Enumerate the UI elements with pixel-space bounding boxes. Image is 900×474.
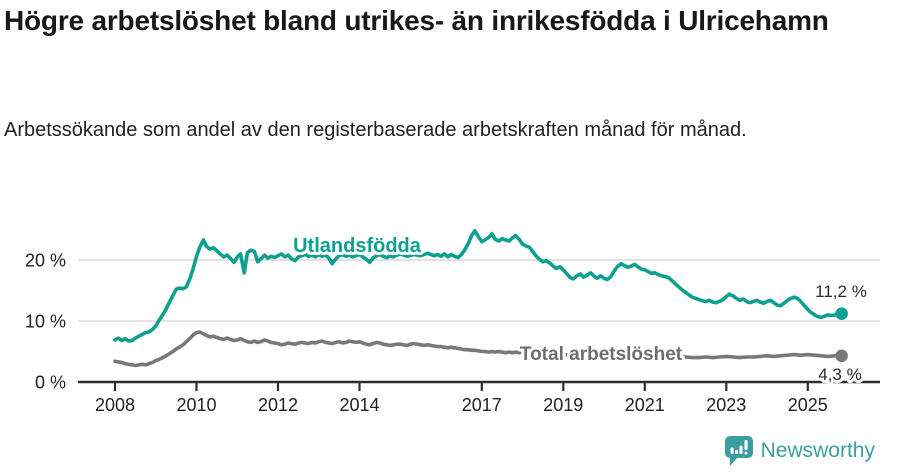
series-inline-label-total-arbetsloshet: Total arbetslöshet bbox=[520, 344, 683, 365]
series-line-total-arbetsloshet bbox=[113, 330, 844, 368]
series-line-utlandsfodda bbox=[113, 228, 844, 343]
x-axis-label: 2008 bbox=[95, 395, 135, 415]
series-end-dot-total-arbetsloshet bbox=[835, 349, 848, 363]
newsworthy-logo: Newsworthy bbox=[724, 435, 875, 467]
series-end-value-utlandsfodda: 11,2 % bbox=[815, 282, 867, 301]
newsworthy-icon bbox=[724, 436, 753, 466]
x-axis-label: 2023 bbox=[706, 395, 746, 415]
y-axis-label: 10 % bbox=[25, 312, 66, 332]
x-axis-label: 2014 bbox=[339, 395, 379, 415]
x-axis-label: 2012 bbox=[258, 395, 298, 415]
y-axis-label: 0 % bbox=[35, 373, 66, 393]
x-axis-label: 2021 bbox=[625, 395, 665, 415]
x-axis-label: 2025 bbox=[788, 395, 828, 415]
newsworthy-wordmark: Newsworthy bbox=[760, 439, 875, 462]
chart-title: Högre arbetslöshet bland utrikes- än inr… bbox=[4, 5, 829, 36]
chart-subtitle: Arbetssökande som andel av den registerb… bbox=[4, 119, 747, 141]
x-axis-label: 2017 bbox=[462, 395, 502, 415]
series-inline-label-utlandsfodda: Utlandsfödda bbox=[293, 235, 422, 257]
series-end-dot-utlandsfodda bbox=[835, 307, 848, 321]
x-axis-label: 2010 bbox=[176, 395, 216, 415]
x-axis-label: 2019 bbox=[543, 395, 583, 415]
series-end-value-total-arbetsloshet: 4,3 % bbox=[818, 365, 861, 384]
y-axis-label: 20 % bbox=[25, 251, 66, 271]
